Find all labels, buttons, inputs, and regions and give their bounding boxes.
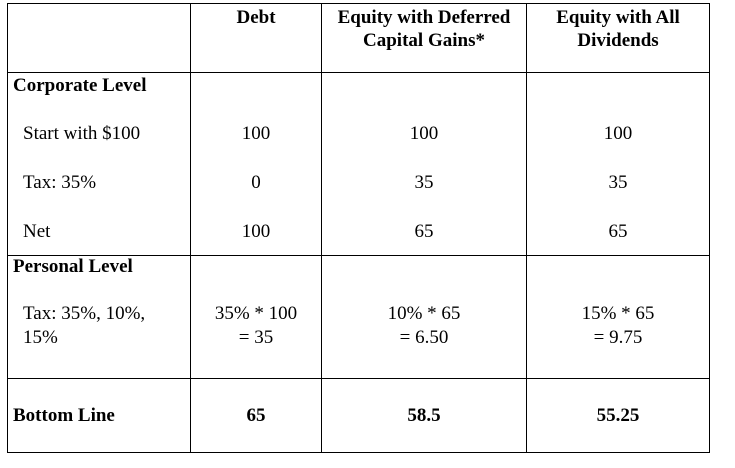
personal-tax-label-line1: Tax: 35%, 10%, [23, 303, 146, 324]
personal-dividends-formula: 15% * 65 [581, 303, 655, 324]
corporate-start-debt-value: 100 [241, 123, 271, 144]
corporate-row-net-label: Net [23, 221, 51, 242]
corporate-debt-cell: 100 0 100 [190, 72, 322, 256]
corporate-level-title: Corporate Level [13, 75, 147, 96]
personal-deferred-result: = 6.50 [399, 327, 449, 348]
corporate-deferred-cell: 100 35 65 [321, 72, 527, 256]
tax-comparison-table: Debt Equity with Deferred Capital Gains*… [7, 3, 710, 453]
header-equity-deferred-line2: Capital Gains* [363, 30, 485, 51]
corporate-row-start-label: Start with $100 [23, 123, 141, 144]
bottom-line-row: Bottom Line 65 58.5 55.25 [7, 378, 710, 453]
personal-level-title: Personal Level [13, 256, 133, 277]
personal-debt-formula: 35% * 100 [214, 303, 298, 324]
corporate-level-section: Corporate Level Start with $100 Tax: 35%… [7, 72, 710, 256]
personal-level-section: Personal Level Tax: 35%, 10%, 15% 35% * … [7, 255, 710, 379]
header-row: Debt Equity with Deferred Capital Gains*… [7, 3, 710, 73]
header-blank-cell [7, 3, 191, 73]
personal-dividends-result: = 9.75 [593, 327, 643, 348]
personal-tax-label-line2: 15% [23, 327, 58, 348]
personal-debt-result: = 35 [238, 327, 274, 348]
header-debt-label: Debt [236, 7, 276, 28]
personal-label-cell: Personal Level Tax: 35%, 10%, 15% [7, 255, 191, 379]
personal-deferred-cell: 10% * 65 = 6.50 [321, 255, 527, 379]
header-equity-deferred-line1: Equity with Deferred [337, 7, 511, 28]
header-equity-dividends: Equity with All Dividends [526, 3, 710, 73]
header-equity-dividends-line2: Dividends [577, 30, 659, 51]
corporate-start-deferred-value: 100 [409, 123, 439, 144]
corporate-tax-deferred-value: 35 [414, 172, 434, 193]
bottom-line-dividends-value: 55.25 [526, 378, 710, 453]
corporate-net-dividends-value: 65 [608, 221, 628, 242]
bottom-line-debt-value: 65 [190, 378, 322, 453]
personal-deferred-formula: 10% * 65 [387, 303, 461, 324]
header-debt: Debt [190, 3, 322, 73]
corporate-label-cell: Corporate Level Start with $100 Tax: 35%… [7, 72, 191, 256]
corporate-row-tax-label: Tax: 35% [23, 172, 97, 193]
corporate-start-dividends-value: 100 [603, 123, 633, 144]
personal-dividends-cell: 15% * 65 = 9.75 [526, 255, 710, 379]
header-equity-dividends-line1: Equity with All [556, 7, 680, 28]
header-equity-deferred: Equity with Deferred Capital Gains* [321, 3, 527, 73]
corporate-tax-dividends-value: 35 [608, 172, 628, 193]
bottom-line-label: Bottom Line [7, 378, 191, 453]
corporate-dividends-cell: 100 35 65 [526, 72, 710, 256]
personal-debt-cell: 35% * 100 = 35 [190, 255, 322, 379]
bottom-line-deferred-value: 58.5 [321, 378, 527, 453]
corporate-net-deferred-value: 65 [414, 221, 434, 242]
corporate-tax-debt-value: 0 [251, 172, 261, 193]
corporate-net-debt-value: 100 [241, 221, 271, 242]
